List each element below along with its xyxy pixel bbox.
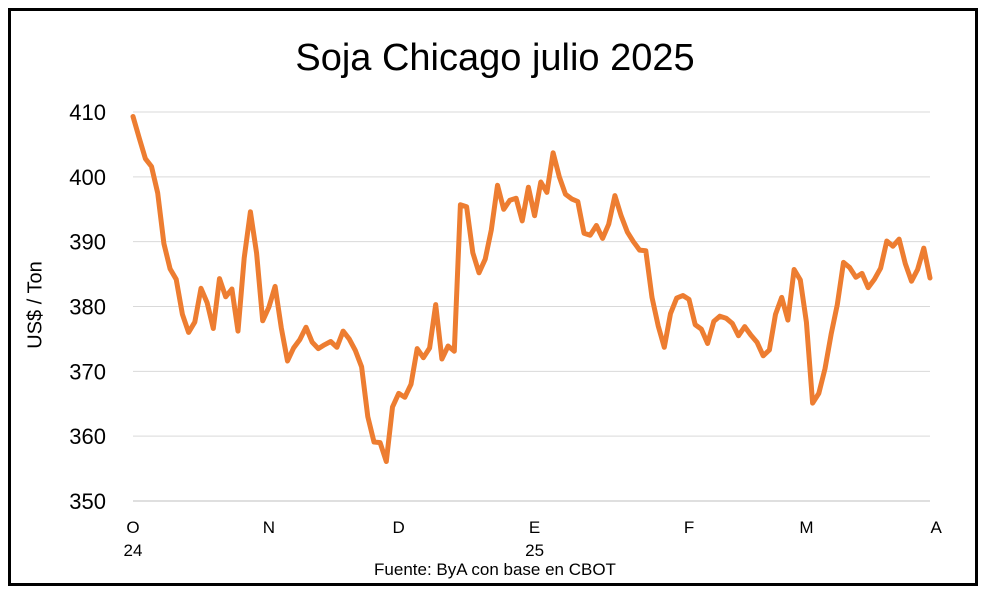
y-tick-label: 350 xyxy=(69,489,106,514)
x-tick-label: E xyxy=(529,518,540,537)
x-tick-label: O xyxy=(126,518,139,537)
x-tick-sublabel: 24 xyxy=(124,541,143,560)
y-tick-label: 400 xyxy=(69,165,106,190)
chart-title: Soja Chicago julio 2025 xyxy=(295,37,695,79)
source-note: Fuente: ByA con base en CBOT xyxy=(374,560,616,579)
chart-frame xyxy=(8,8,978,586)
x-tick-label: D xyxy=(393,518,405,537)
x-tick-label: N xyxy=(263,518,275,537)
y-tick-label: 380 xyxy=(69,295,106,320)
y-tick-label: 390 xyxy=(69,230,106,255)
x-tick-label: M xyxy=(799,518,813,537)
y-tick-label: 410 xyxy=(69,100,106,125)
price-series-line xyxy=(130,114,933,464)
x-tick-sublabel: 25 xyxy=(525,541,544,560)
y-tick-label: 360 xyxy=(69,424,106,449)
x-tick-label: F xyxy=(684,518,694,537)
x-tick-label: A xyxy=(931,518,943,537)
y-tick-label: 370 xyxy=(69,359,106,384)
